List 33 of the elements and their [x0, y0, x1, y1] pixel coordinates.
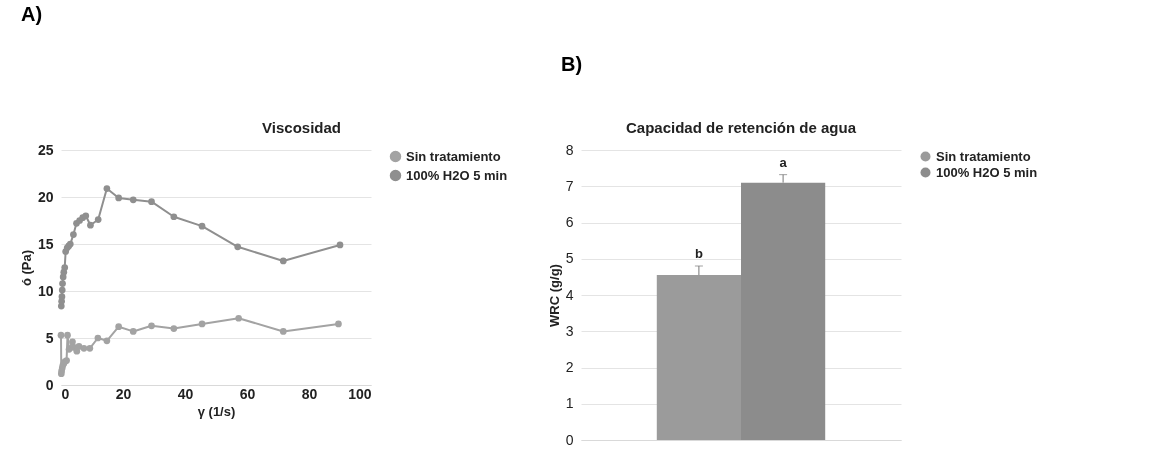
legend-label: Sin tratamiento	[406, 148, 501, 164]
x-tick-label: 100	[348, 385, 372, 402]
y-tick-label: 15	[37, 235, 54, 252]
y-tick-label: 7	[565, 177, 574, 194]
y-tick-label: 1	[565, 395, 574, 412]
y-axis-title: ó (Pa)	[18, 249, 34, 287]
y-tick-label: 5	[565, 250, 574, 267]
chart-title: Viscosidad	[262, 119, 341, 136]
x-tick-label: 20	[115, 385, 132, 402]
y-tick-label: 3	[565, 322, 574, 339]
y-tick-label: 0	[565, 431, 574, 448]
legend-label: 100% H2O 5 min	[936, 164, 1038, 180]
annotation: b	[694, 246, 703, 261]
y-tick-label: 25	[37, 141, 54, 158]
y-tick-label: 6	[565, 214, 574, 230]
text: A)	[21, 3, 43, 25]
legend-label: Sin tratamiento	[936, 148, 1031, 164]
x-tick-label: 80	[301, 385, 318, 402]
x-tick-label: 0	[61, 385, 70, 402]
y-tick-label: 2	[565, 359, 574, 375]
y-tick-label: 5	[45, 329, 54, 346]
x-tick-label: 60	[239, 385, 256, 402]
y-axis-title: WRC (g/g)	[546, 264, 562, 327]
chart-title: Capacidad de retención de agua	[625, 119, 857, 136]
y-tick-label: 8	[565, 141, 574, 158]
annotation: a	[779, 154, 788, 170]
x-tick-label: 40	[177, 385, 194, 402]
x-axis-title: γ (1/s)	[197, 403, 236, 419]
text: B)	[561, 53, 583, 75]
y-tick-label: 10	[37, 282, 54, 299]
y-tick-label: 20	[37, 188, 54, 205]
legend-label: 100% H2O 5 min	[406, 167, 508, 183]
y-tick-label: 4	[565, 286, 574, 303]
